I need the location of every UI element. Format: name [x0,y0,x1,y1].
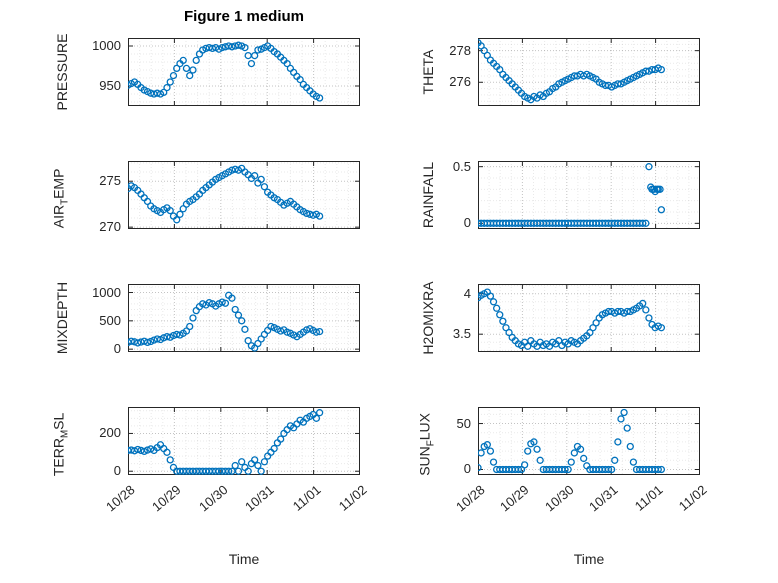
ytick-label-mixdepth: 500 [99,312,121,328]
ytick-label-sun_flux: 50 [456,415,471,431]
ytick-label-pressure: 950 [99,78,121,93]
ytick-label-air_temp: 270 [99,219,121,235]
xtick-label: 10/31 [242,482,277,515]
plot-rainfall [478,161,700,229]
figure-title: Figure 1 medium [183,8,305,25]
xtick-label: 10/31 [586,482,621,515]
ytick-label-h2omixra: 3.5 [452,326,471,342]
ylabel-terr_msl: TERRMSL [50,412,71,477]
plot-theta [478,38,700,106]
ytick-label-pressure: 1000 [92,38,121,53]
plot-mixdepth [128,284,360,352]
ytick-label-terr_msl: 200 [99,425,121,441]
ytick-label-terr_msl: 0 [113,463,121,479]
xtick-label: 11/01 [631,482,666,514]
xlabel-time: Time [228,551,260,567]
xlabel-time: Time [573,551,605,567]
ytick-label-mixdepth: 0 [113,341,121,357]
xtick-label: 10/28 [453,482,488,515]
ytick-label-theta: 278 [449,42,471,58]
xtick-label: 10/29 [497,482,533,515]
ytick-label-mixdepth: 1000 [92,284,121,300]
ytick-label-rainfall: 0 [463,215,471,231]
plot-sun_flux [478,407,700,475]
xtick-label: 10/30 [195,482,231,515]
ytick-label-air_temp: 275 [99,173,121,189]
ylabel-sun_flux: SUNFLUX [416,413,437,476]
plot-air_temp [128,161,360,229]
ytick-label-theta: 276 [449,74,471,90]
plot-pressure [128,38,360,106]
ytick-label-rainfall: 0.5 [452,158,471,174]
xtick-label: 11/01 [289,482,324,514]
plot-terr_msl [128,407,360,475]
xtick-label: 10/30 [541,482,577,515]
xtick-label: 11/02 [675,482,710,514]
xtick-label: 10/28 [103,482,138,515]
ytick-label-sun_flux: 0 [463,461,471,477]
ytick-label-h2omixra: 4 [463,285,471,301]
xtick-label: 10/29 [149,482,185,515]
plot-h2omixra [478,284,700,352]
xtick-label: 11/02 [335,482,370,514]
